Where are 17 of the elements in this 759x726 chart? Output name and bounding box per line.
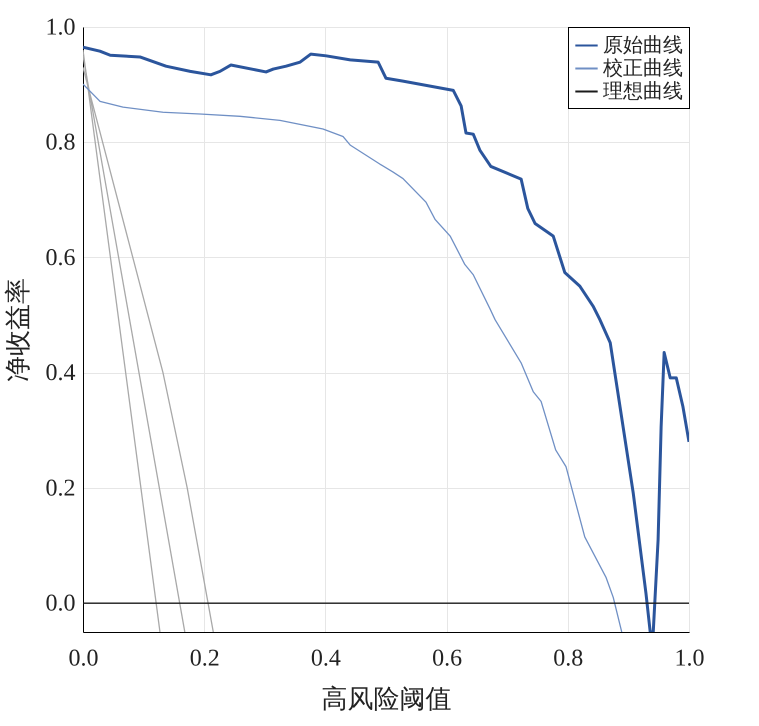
x-axis-title: 高风险阈值 <box>322 684 452 714</box>
x-tick-label: 0.4 <box>310 646 341 672</box>
legend-label: 校正曲线 <box>602 58 683 80</box>
y-tick-label: 1.0 <box>46 14 76 40</box>
y-tick-label: 0.0 <box>46 590 76 617</box>
x-tick-label: 0.2 <box>190 646 220 672</box>
y-tick-label: 0.8 <box>46 130 76 156</box>
x-tick-label: 1.0 <box>674 646 704 672</box>
y-axis-title: 净收益率 <box>4 278 32 382</box>
y-tick-label: 0.2 <box>46 475 76 502</box>
x-tick-label: 0.6 <box>432 646 462 672</box>
x-tick-label: 0.8 <box>553 646 584 672</box>
y-tick-label: 0.4 <box>46 360 76 386</box>
legend-label: 理想曲线 <box>603 80 683 102</box>
x-tick-label: 0.0 <box>68 646 98 672</box>
legend-label: 原始曲线 <box>603 34 683 56</box>
y-tick-label: 0.6 <box>46 244 76 271</box>
